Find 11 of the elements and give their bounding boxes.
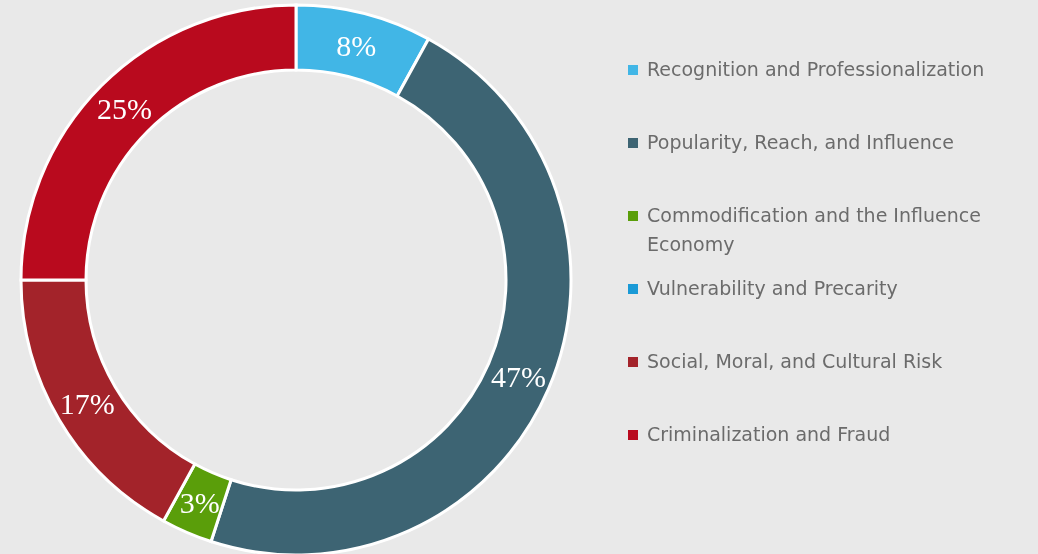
data-label: 25% — [97, 92, 153, 126]
data-label: 47% — [491, 359, 547, 393]
legend-label: Popularity, Reach, and Influence — [647, 130, 955, 155]
legend-label: Social, Moral, and Cultural Risk — [647, 349, 944, 374]
legend-label: Vulnerability and Precarity — [647, 276, 899, 301]
data-label: 17% — [59, 386, 115, 420]
legend-label: Commodification and the Influence Economy — [647, 203, 982, 257]
data-label: 3% — [179, 486, 220, 520]
legend-label: Recognition and Professionalization — [647, 57, 986, 82]
data-label: 8% — [336, 28, 377, 62]
legend-label: Criminalization and Fraud — [647, 422, 892, 447]
